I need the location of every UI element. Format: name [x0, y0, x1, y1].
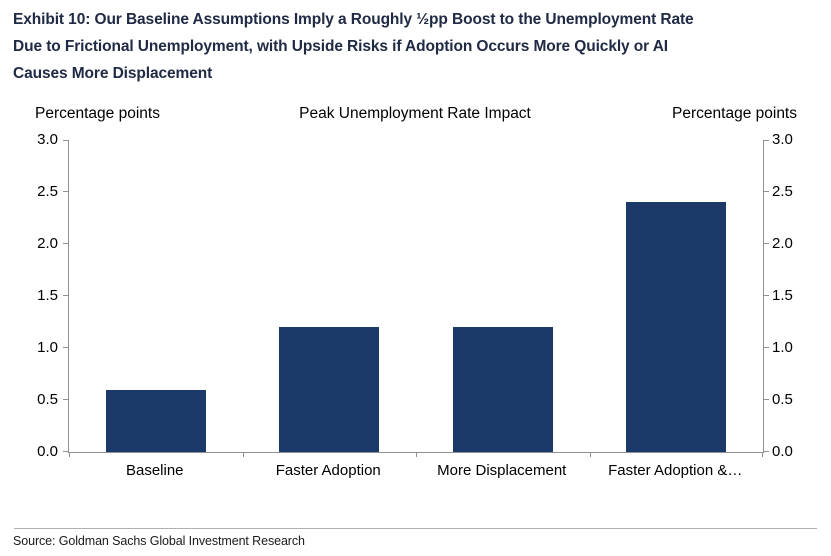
exhibit-title-line-2: Due to Frictional Unemployment, with Ups…	[13, 38, 669, 55]
source-text: Source: Goldman Sachs Global Investment …	[13, 534, 305, 548]
y-axis-label-right: 1.0	[772, 339, 793, 356]
x-axis-tick	[589, 452, 591, 457]
left-axis-unit-label: Percentage points	[35, 105, 160, 122]
x-axis-label-faster-adoption: Faster Adoption &…	[608, 462, 743, 479]
source-divider	[14, 528, 817, 529]
y-axis-tick-right	[764, 243, 769, 244]
x-axis-tick	[242, 452, 244, 457]
x-axis-tick	[762, 452, 763, 457]
y-axis-label-left: 3.0	[37, 131, 58, 148]
x-axis-label-more-displacement: More Displacement	[437, 462, 567, 479]
y-axis-tick-left	[63, 347, 68, 348]
y-axis-tick-right	[764, 451, 769, 452]
bar-more-displacement	[452, 327, 553, 452]
y-axis-tick-left	[63, 191, 68, 192]
y-axis-tick-right	[764, 295, 769, 296]
bar-faster-adoption	[626, 202, 727, 452]
right-axis-unit-label: Percentage points	[672, 105, 797, 122]
y-axis-tick-right	[764, 191, 769, 192]
bar-faster-adoption	[279, 327, 380, 452]
exhibit-title: Exhibit 10: Our Baseline Assumptions Imp…	[13, 6, 819, 87]
y-axis-tick-left	[63, 243, 68, 244]
y-axis-label-right: 2.0	[772, 235, 793, 252]
exhibit-title-line-3: Causes More Displacement	[13, 65, 213, 82]
y-axis-label-left: 2.0	[37, 235, 58, 252]
y-axis-label-right: 0.0	[772, 443, 793, 460]
y-axis-label-right: 2.5	[772, 183, 793, 200]
y-axis-tick-left	[63, 451, 68, 452]
y-axis-tick-left	[63, 399, 68, 400]
y-axis-tick-right	[764, 347, 769, 348]
x-axis-label-faster-adoption: Faster Adoption	[275, 462, 381, 479]
plot-area	[63, 140, 769, 457]
y-axis-tick-left	[63, 140, 68, 141]
x-axis-label-baseline: Baseline	[125, 462, 184, 479]
y-axis-label-left: 2.5	[37, 183, 58, 200]
y-axis-label-left: 1.5	[37, 287, 58, 304]
x-axis-tick	[416, 452, 417, 457]
y-axis-tick-right	[764, 399, 769, 400]
y-axis-label-left: 1.0	[37, 339, 58, 356]
y-axis-tick-right	[764, 140, 769, 141]
y-axis-label-left: 0.0	[37, 443, 58, 460]
x-axis-tick	[69, 452, 70, 457]
y-axis-label-right: 3.0	[772, 131, 793, 148]
bar-baseline	[105, 389, 206, 452]
chart-title: Peak Unemployment Rate Impact	[299, 105, 531, 122]
y-axis-label-left: 0.5	[37, 391, 58, 408]
exhibit-title-line-1: Exhibit 10: Our Baseline Assumptions Imp…	[13, 11, 694, 28]
y-axis-label-right: 1.5	[772, 287, 793, 304]
y-axis-label-right: 0.5	[772, 391, 793, 408]
y-axis-tick-left	[63, 295, 68, 296]
